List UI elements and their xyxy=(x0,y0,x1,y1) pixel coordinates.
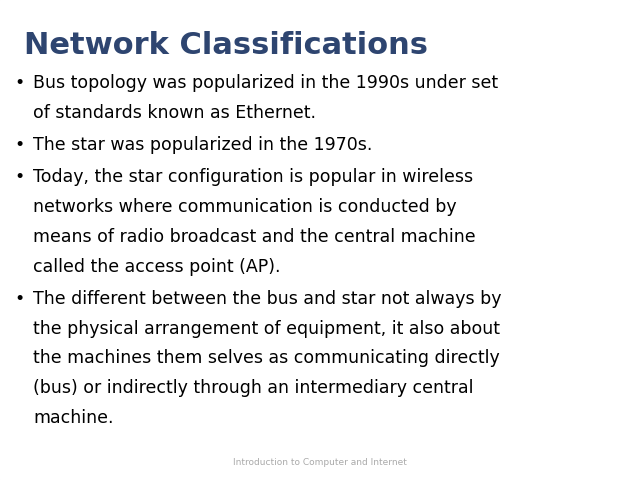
Text: Introduction to Computer and Internet: Introduction to Computer and Internet xyxy=(233,457,407,467)
Text: the physical arrangement of equipment, it also about: the physical arrangement of equipment, i… xyxy=(33,320,500,338)
Text: The different between the bus and star not always by: The different between the bus and star n… xyxy=(33,290,502,308)
Text: •: • xyxy=(14,74,24,93)
Text: Network Classifications: Network Classifications xyxy=(24,31,428,60)
Text: of standards known as Ethernet.: of standards known as Ethernet. xyxy=(33,104,316,122)
Text: called the access point (AP).: called the access point (AP). xyxy=(33,258,281,276)
Text: means of radio broadcast and the central machine: means of radio broadcast and the central… xyxy=(33,228,476,246)
Text: machine.: machine. xyxy=(33,409,114,427)
Text: •: • xyxy=(14,168,24,187)
Text: Bus topology was popularized in the 1990s under set: Bus topology was popularized in the 1990… xyxy=(33,74,499,93)
Text: (bus) or indirectly through an intermediary central: (bus) or indirectly through an intermedi… xyxy=(33,379,474,397)
Text: •: • xyxy=(14,136,24,155)
Text: networks where communication is conducted by: networks where communication is conducte… xyxy=(33,198,457,216)
Text: The star was popularized in the 1970s.: The star was popularized in the 1970s. xyxy=(33,136,372,155)
Text: Today, the star configuration is popular in wireless: Today, the star configuration is popular… xyxy=(33,168,474,187)
Text: •: • xyxy=(14,290,24,308)
Text: the machines them selves as communicating directly: the machines them selves as communicatin… xyxy=(33,349,500,368)
